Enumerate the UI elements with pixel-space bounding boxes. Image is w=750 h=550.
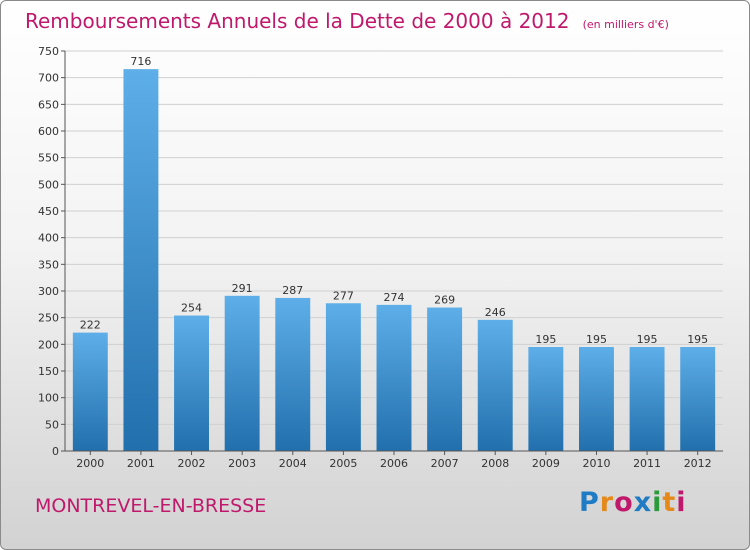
x-tick-label: 2011	[633, 457, 661, 470]
y-tick-label: 50	[45, 418, 59, 431]
y-tick-label: 750	[38, 45, 59, 58]
y-tick-label: 450	[38, 205, 59, 218]
x-tick-label: 2008	[481, 457, 509, 470]
bar	[680, 347, 716, 451]
bar	[477, 319, 513, 451]
y-tick-label: 200	[38, 338, 59, 351]
data-label: 716	[130, 55, 151, 68]
y-tick-label: 250	[38, 312, 59, 325]
data-label: 222	[80, 319, 101, 332]
data-label: 195	[637, 333, 658, 346]
y-tick-label: 550	[38, 152, 59, 165]
y-tick-label: 300	[38, 285, 59, 298]
bars: 222 716 254 291 287 277 274 269 246 195 195 195 195	[72, 55, 716, 451]
y-tick-label: 500	[38, 178, 59, 191]
logo-letter: r	[599, 487, 615, 518]
title-unit: (en milliers d'€)	[582, 18, 669, 31]
x-tick-label: 2001	[127, 457, 155, 470]
y-tick-label: 400	[38, 232, 59, 245]
bar	[528, 347, 564, 451]
data-label: 274	[384, 291, 405, 304]
logo-letter: P	[579, 487, 600, 518]
logo-letter: i	[676, 487, 687, 518]
x-tick-label: 2004	[279, 457, 307, 470]
data-label: 277	[333, 289, 354, 302]
y-tick-label: 650	[38, 98, 59, 111]
bar	[578, 347, 614, 451]
x-tick-label: 2007	[431, 457, 459, 470]
y-tick-label: 100	[38, 392, 59, 405]
x-tick-label: 2003	[228, 457, 256, 470]
logo-letter: i	[652, 487, 663, 518]
logo-letter: t	[662, 487, 677, 518]
chart-title: Remboursements Annuels de la Dette de 20…	[25, 9, 669, 33]
bar	[427, 307, 463, 451]
bar	[174, 315, 210, 451]
bar	[325, 303, 361, 451]
y-tick-label: 700	[38, 72, 59, 85]
x-tick-label: 2005	[329, 457, 357, 470]
axes: 0 50 100 150 200 250 300 350 400 450 500 550 600 650 7…	[38, 45, 723, 470]
x-tick-label: 2006	[380, 457, 408, 470]
proxiti-logo: Proxiti	[579, 487, 687, 518]
title-main: Remboursements Annuels de la Dette de 20…	[25, 9, 570, 33]
logo-letter: o	[614, 487, 634, 518]
town-name: MONTREVEL-EN-BRESSE	[35, 495, 267, 517]
bar	[376, 304, 412, 451]
data-label: 291	[232, 282, 253, 295]
y-tick-label: 600	[38, 125, 59, 138]
data-label: 195	[535, 333, 556, 346]
data-label: 269	[434, 294, 455, 307]
logo-letter: x	[633, 487, 653, 518]
x-tick-label: 2012	[684, 457, 712, 470]
y-tick-label: 350	[38, 258, 59, 271]
x-tick-label: 2002	[178, 457, 206, 470]
x-tick-label: 2009	[532, 457, 560, 470]
y-tick-label: 0	[52, 445, 59, 458]
bar	[224, 295, 260, 451]
data-label: 254	[181, 302, 202, 315]
bar	[629, 347, 665, 451]
x-tick-label: 2010	[582, 457, 610, 470]
bar	[72, 332, 108, 451]
y-tick-label: 150	[38, 365, 59, 378]
x-tick-label: 2000	[76, 457, 104, 470]
data-label: 195	[687, 333, 708, 346]
data-label: 246	[485, 306, 506, 319]
bar	[123, 69, 159, 451]
bar	[275, 297, 311, 451]
data-label: 195	[586, 333, 607, 346]
data-label: 287	[282, 284, 303, 297]
